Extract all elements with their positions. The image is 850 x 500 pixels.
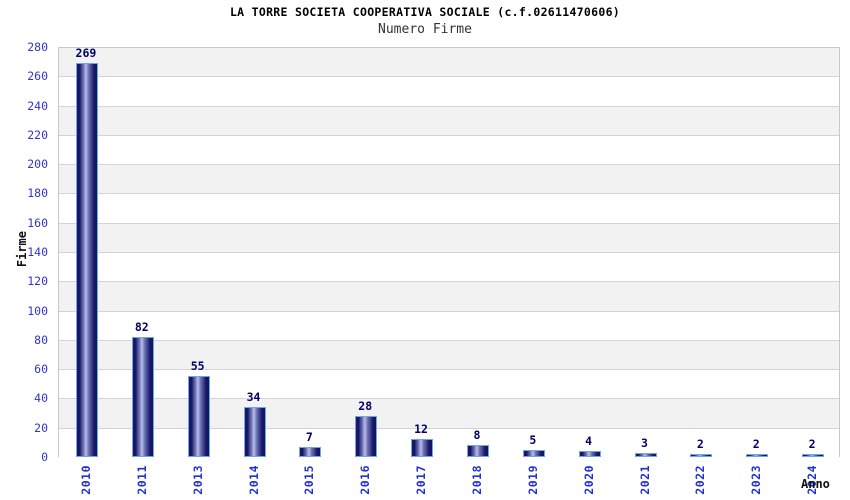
x-tick-label: 2015 — [302, 465, 317, 495]
y-tick-label: 240 — [27, 98, 48, 113]
y-tick-label: 0 — [41, 450, 48, 464]
bar-value-label: 2 — [808, 437, 816, 451]
bar-value-label: 4 — [585, 434, 593, 448]
plot-band — [59, 164, 839, 195]
y-tick-label: 280 — [27, 40, 48, 54]
bar-2019 — [522, 450, 545, 457]
x-tick-label: 2020 — [581, 465, 596, 495]
y-tick-label: 180 — [27, 186, 48, 201]
plot-area — [58, 47, 840, 458]
bar-value-label: 82 — [134, 320, 149, 334]
x-axis-title: Anno — [801, 477, 830, 491]
bar-value-label: 28 — [358, 399, 373, 413]
bar-value-label: 5 — [529, 433, 537, 447]
y-tick-label: 140 — [27, 245, 48, 259]
x-tick-label: 2013 — [190, 465, 205, 495]
plot-band — [59, 105, 839, 136]
y-tick-label: 40 — [34, 391, 48, 406]
x-tick-label: 2023 — [749, 465, 764, 495]
plot-band — [59, 48, 839, 78]
plot-band — [59, 193, 839, 224]
y-tick-label: 60 — [34, 362, 48, 377]
plot-band — [59, 369, 839, 400]
y-tick-label: 120 — [27, 274, 48, 289]
bar-2015 — [299, 447, 322, 457]
bar-2013 — [187, 376, 210, 457]
bar-2018 — [466, 445, 489, 457]
plot-band — [59, 134, 839, 166]
x-tick-label: 2014 — [246, 465, 261, 495]
x-tick-label: 2019 — [525, 465, 540, 495]
bar-2020 — [578, 451, 601, 457]
bar-2023 — [746, 454, 769, 457]
y-tick-label: 260 — [27, 69, 48, 84]
bar-value-label: 8 — [473, 428, 481, 442]
bar-2017 — [411, 439, 434, 457]
y-tick-label: 220 — [27, 127, 48, 142]
x-tick-label: 2011 — [134, 465, 149, 495]
x-tick-label: 2018 — [469, 465, 484, 495]
bar-2016 — [355, 416, 378, 457]
x-tick-label: 2022 — [693, 465, 708, 495]
bar-value-label: 12 — [414, 422, 428, 436]
bar-2011 — [131, 337, 154, 457]
x-tick-label: 2016 — [358, 465, 373, 495]
x-tick-label: 2021 — [637, 465, 652, 495]
bar-2010 — [75, 63, 98, 457]
x-tick-label: 2017 — [414, 465, 429, 495]
bar-value-label: 7 — [305, 430, 313, 444]
plot-band — [59, 252, 839, 283]
chart-subtitle: Numero Firme — [378, 22, 472, 37]
x-tick-label: 2010 — [78, 465, 93, 495]
bar-value-label: 2 — [752, 437, 760, 451]
plot-band — [59, 76, 839, 107]
bar-value-label: 2 — [696, 437, 704, 451]
plot-band — [59, 398, 839, 429]
bar-2021 — [634, 453, 657, 457]
bar-value-label: 3 — [641, 436, 648, 450]
y-tick-label: 100 — [27, 303, 48, 318]
y-tick-label: 160 — [27, 215, 48, 230]
plot-band — [59, 339, 839, 371]
bar-value-label: 55 — [190, 359, 205, 373]
chart-title: LA TORRE SOCIETA COOPERATIVA SOCIALE (c.… — [229, 5, 621, 19]
plot-band — [59, 310, 839, 341]
plot-band — [59, 222, 839, 253]
bar-2014 — [243, 407, 266, 457]
bar-2022 — [690, 454, 713, 457]
y-tick-label: 20 — [34, 420, 48, 435]
y-tick-label: 80 — [34, 332, 48, 347]
bar-value-label: 34 — [246, 390, 261, 404]
bar-value-label: 269 — [75, 46, 97, 60]
bar-2024 — [802, 454, 825, 457]
y-tick-label: 200 — [27, 157, 48, 172]
plot-band — [59, 281, 839, 312]
